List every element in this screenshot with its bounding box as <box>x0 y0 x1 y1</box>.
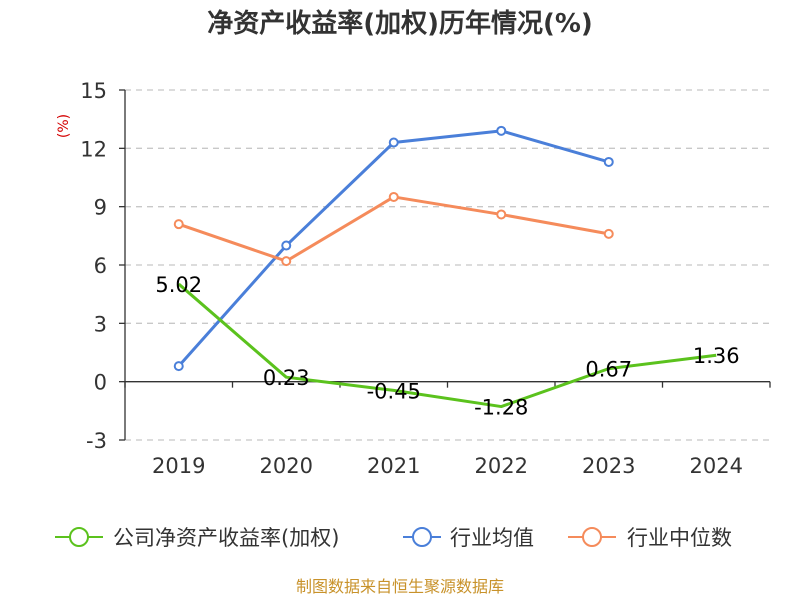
data-label: -0.45 <box>367 379 421 403</box>
legend-label: 公司净资产收益率(加权) <box>113 526 339 550</box>
legend-marker <box>412 527 432 547</box>
x-tick-label: 2024 <box>690 454 743 478</box>
data-point <box>388 137 399 148</box>
y-tick-label: -3 <box>86 429 107 453</box>
series-lines <box>173 125 717 409</box>
data-label: 1.36 <box>693 344 740 368</box>
y-tick-label: 0 <box>94 371 107 395</box>
series-line <box>177 282 717 409</box>
data-point <box>603 156 614 167</box>
y-tick-label: 9 <box>94 196 107 220</box>
data-label: -1.28 <box>474 396 528 420</box>
x-tick-label: 2019 <box>152 454 205 478</box>
data-label: 0.67 <box>585 358 632 382</box>
chart-title: 净资产收益率(加权)历年情况(%) <box>207 8 593 39</box>
axes: -3 0 3 6 9 12 15 2019 2020 2021 2022 2023 2024 <box>80 79 771 478</box>
data-point <box>496 125 507 136</box>
y-tick-label: 12 <box>80 137 107 161</box>
data-label: 5.02 <box>155 273 202 297</box>
y-axis-label: (%) <box>56 114 72 138</box>
source-note: 制图数据来自恒生聚源数据库 <box>296 577 504 596</box>
data-point <box>496 209 507 220</box>
y-tick-label: 15 <box>80 79 107 103</box>
x-tick-label: 2020 <box>260 454 313 478</box>
x-tick-label: 2021 <box>367 454 420 478</box>
legend-label: 行业均值 <box>450 526 534 550</box>
y-tick-label: 6 <box>94 254 107 278</box>
series-line <box>177 129 610 368</box>
x-tick-label: 2023 <box>582 454 635 478</box>
legend-marker <box>69 527 89 547</box>
y-tick-label: 3 <box>94 312 107 336</box>
x-tick-label: 2022 <box>475 454 528 478</box>
legend: 公司净资产收益率(加权) 行业均值 行业中位数 <box>55 526 732 550</box>
legend-marker <box>582 527 602 547</box>
data-point <box>173 219 184 230</box>
data-point <box>388 191 399 202</box>
data-point <box>603 228 614 239</box>
data-point <box>173 361 184 372</box>
data-point <box>281 256 292 267</box>
data-label: 0.23 <box>263 366 310 390</box>
data-labels: 5.02 0.23 -0.45 -1.28 0.67 1.36 <box>155 273 739 420</box>
legend-label: 行业中位数 <box>627 526 732 550</box>
data-point <box>281 240 292 251</box>
